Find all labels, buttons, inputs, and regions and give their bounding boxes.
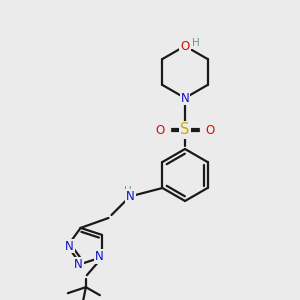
Text: N: N [94, 250, 103, 263]
Text: S: S [180, 122, 190, 137]
Text: N: N [74, 258, 83, 271]
Text: N: N [65, 239, 74, 253]
Text: O: O [155, 124, 165, 136]
Text: O: O [206, 124, 214, 136]
Text: O: O [180, 40, 190, 52]
Text: N: N [181, 92, 189, 104]
Text: H: H [124, 186, 131, 196]
Text: H: H [192, 38, 200, 48]
Text: N: N [126, 190, 135, 202]
